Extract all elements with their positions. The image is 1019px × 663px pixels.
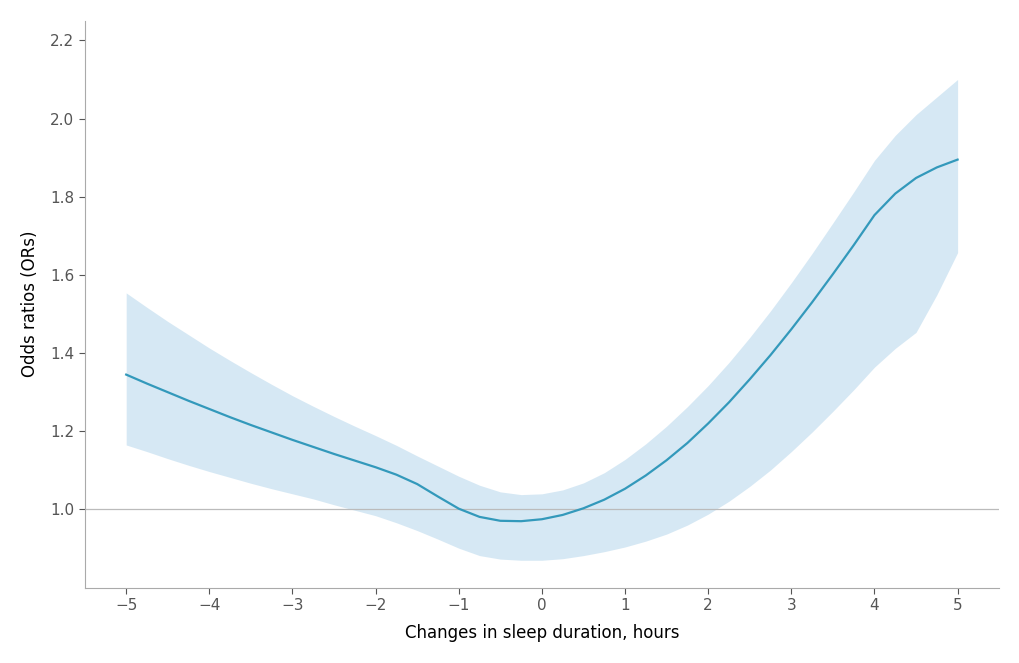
- X-axis label: Changes in sleep duration, hours: Changes in sleep duration, hours: [405, 624, 679, 642]
- Y-axis label: Odds ratios (ORs): Odds ratios (ORs): [20, 231, 39, 377]
